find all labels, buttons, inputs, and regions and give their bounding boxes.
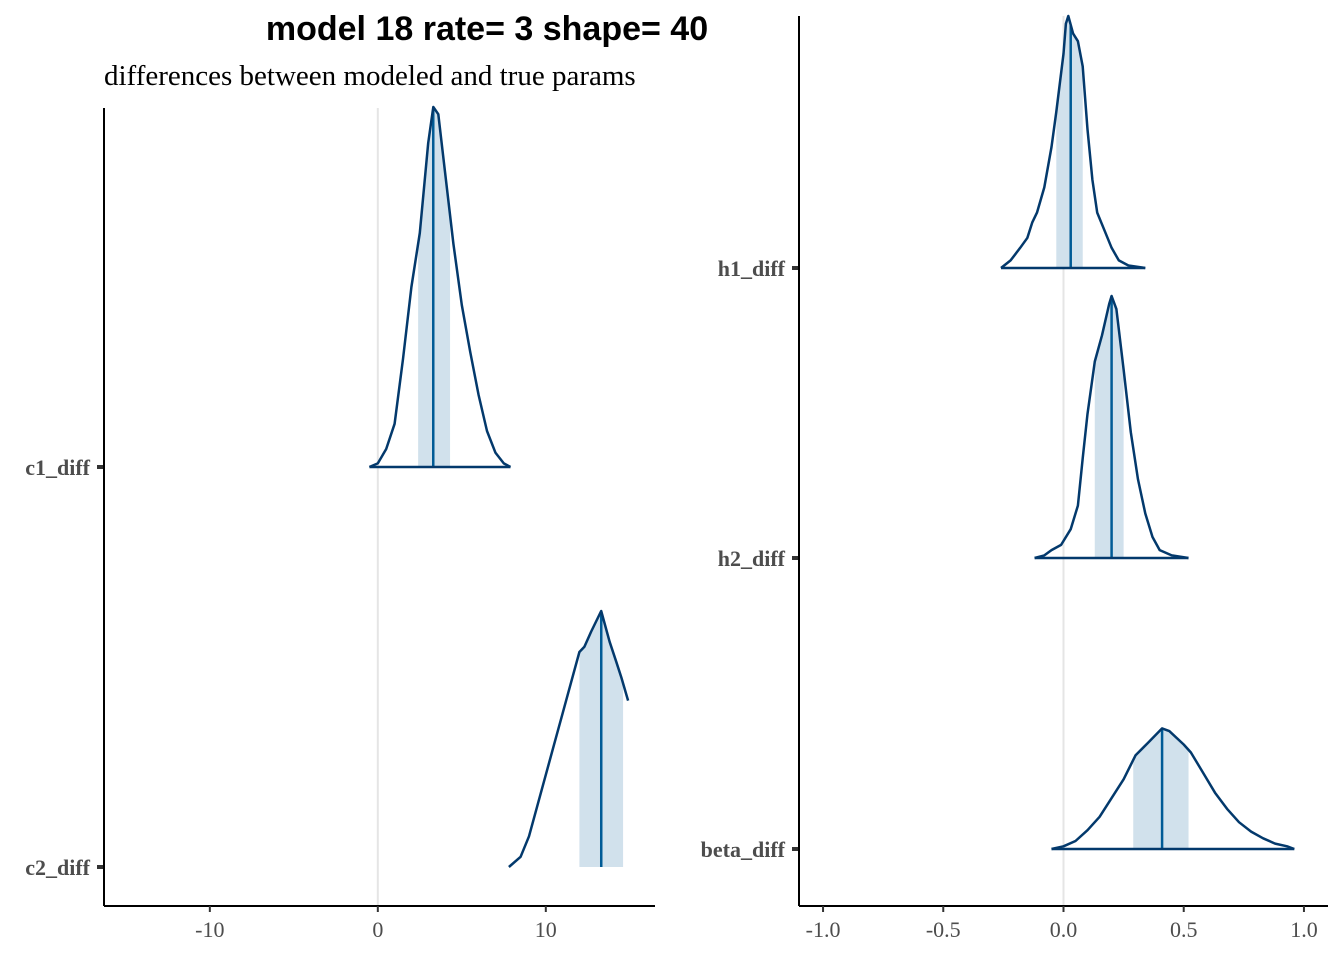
y-tick-label-h2_diff: h2_diff <box>718 546 786 571</box>
density-h1_diff <box>1000 14 1146 270</box>
density-curve-c2_diff <box>508 609 630 868</box>
chart-subtitle: differences between modeled and true par… <box>104 60 636 92</box>
x-tick-label: 0 <box>372 917 383 942</box>
y-tick-label-c1_diff: c1_diff <box>25 455 90 480</box>
density-curve-h2_diff <box>1034 294 1189 560</box>
x-tick-label: -10 <box>195 917 224 942</box>
x-tick-label: 0.0 <box>1050 917 1078 942</box>
x-tick-label: -0.5 <box>926 917 961 942</box>
x-tick-label: 10 <box>535 917 557 942</box>
density-beta_diff <box>1051 727 1295 851</box>
density-curve-beta_diff <box>1051 727 1295 851</box>
density-c2_diff <box>508 609 630 868</box>
interval-band-h2_diff <box>1094 296 1124 558</box>
y-tick-label-h1_diff: h1_diff <box>718 256 786 281</box>
y-tick-label-c2_diff: c2_diff <box>25 855 90 880</box>
density-c1_diff <box>368 105 512 469</box>
right-panel: h1_diff h2_diff beta_diff -1.0 -0.5 0.0 0.5 1.0 <box>701 14 1328 942</box>
y-tick-label-beta_diff: beta_diff <box>701 837 786 862</box>
x-tick-label: 0.5 <box>1170 917 1198 942</box>
density-curve-h1_diff <box>1000 14 1146 270</box>
density-h2_diff <box>1034 294 1189 560</box>
left-panel: c1_diff c2_diff -10 0 10 <box>25 105 655 942</box>
chart-title: model 18 rate= 3 shape= 40 <box>266 10 708 48</box>
x-tick-label: -1.0 <box>806 917 841 942</box>
x-tick-label: 1.0 <box>1290 917 1318 942</box>
density-curve-c1_diff <box>368 105 512 469</box>
